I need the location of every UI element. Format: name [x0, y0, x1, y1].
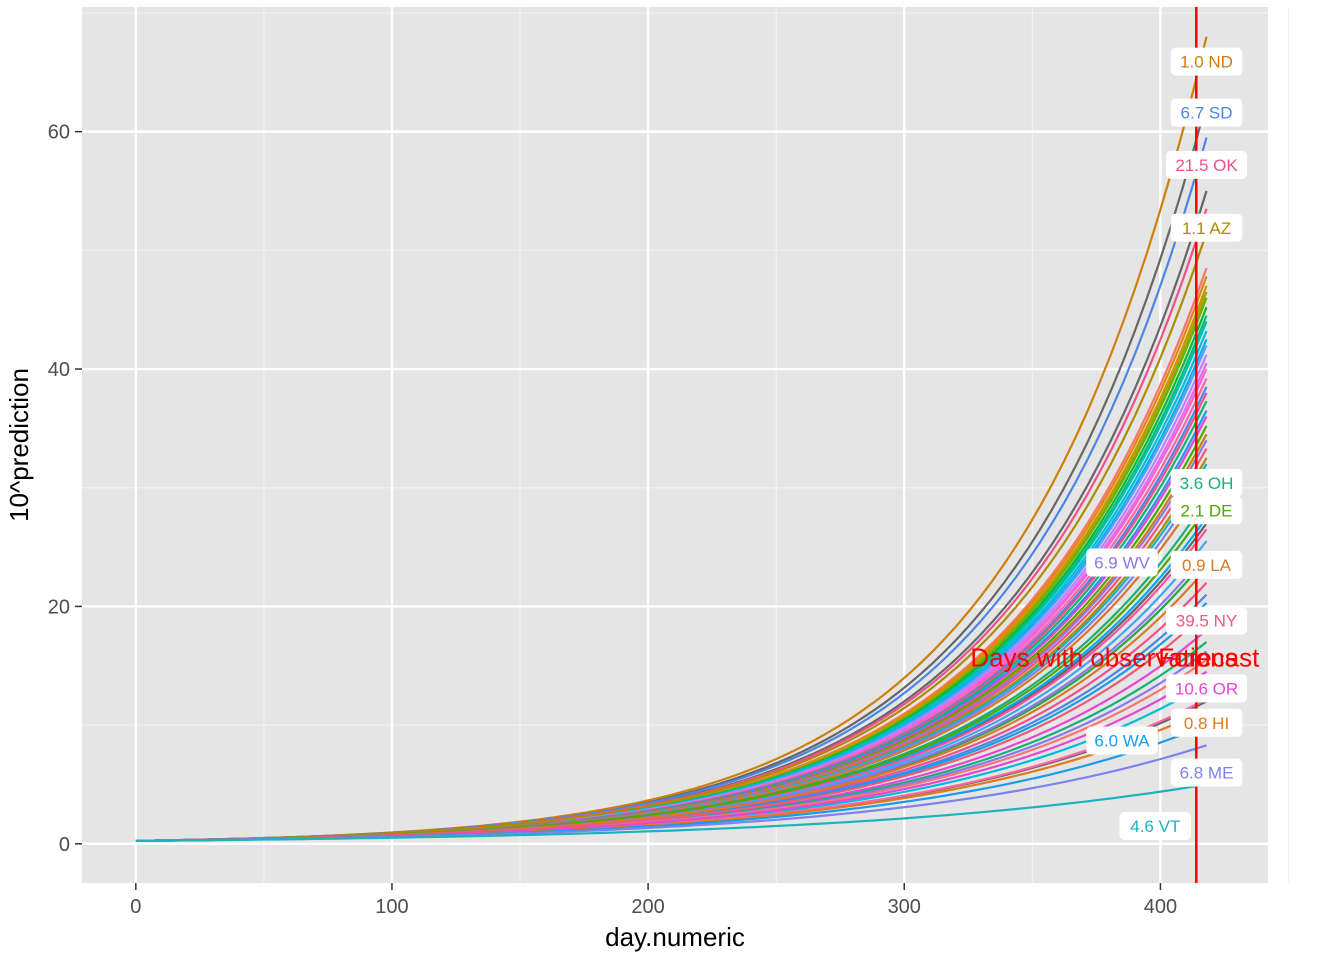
state-label: 1.0 ND: [1170, 47, 1243, 76]
state-label-text: 2.1 DE: [1181, 501, 1233, 520]
annotation-label: Days with observations: [970, 642, 1237, 672]
state-label-box: [1170, 550, 1243, 579]
series-lines: [135, 36, 1208, 842]
state-label-box: [1170, 47, 1243, 76]
state-label: 2.1 DE: [1170, 496, 1243, 525]
state-label-text: 6.8 ME: [1180, 764, 1234, 783]
state-label-box: [1170, 98, 1243, 127]
axes: 0 100 200 300 400 0 20 40 60: [48, 122, 1177, 918]
state-label-box: [1170, 758, 1243, 787]
state-label-box: [1165, 150, 1248, 179]
state-label-box: [1086, 726, 1158, 755]
y-tick-label: 60: [48, 122, 70, 144]
y-tick-label: 40: [48, 359, 70, 381]
state-label: 6.0 WA: [1086, 726, 1158, 755]
state-label-box: [1086, 548, 1158, 577]
state-label: 6.7 SD: [1170, 98, 1243, 127]
state-label: 39.5 NY: [1165, 606, 1248, 635]
state-label: 6.8 ME: [1170, 758, 1243, 787]
state-label-text: 6.0 WA: [1094, 732, 1150, 751]
state-label-box: [1119, 812, 1192, 841]
state-label: 4.6 VT: [1119, 812, 1192, 841]
state-label-text: 0.9 LA: [1182, 556, 1232, 575]
state-label-text: 10.6 OR: [1175, 679, 1238, 698]
x-tick-label: 100: [375, 896, 408, 918]
state-labels: 1.0 ND 6.7 SD 21.5 OK 1.1 AZ 3.6 OH 2.1 DE 6.9…: [1086, 47, 1248, 841]
state-label: 6.9 WV: [1086, 548, 1158, 577]
state-label-text: 1.1 AZ: [1182, 219, 1231, 238]
plot-panel: [82, 7, 1268, 883]
state-label-box: [1170, 496, 1243, 525]
series-line: [135, 783, 1207, 842]
state-label: 1.1 AZ: [1170, 213, 1243, 242]
x-tick-label: 200: [631, 896, 664, 918]
state-label: 10.6 OR: [1165, 674, 1248, 703]
state-label: 21.5 OK: [1165, 150, 1248, 179]
state-label-text: 4.6 VT: [1130, 817, 1180, 836]
y-axis-title: 10^prediction: [4, 368, 34, 522]
state-label-text: 6.9 WV: [1094, 554, 1150, 573]
state-label-box: [1170, 213, 1243, 242]
y-tick-label: 0: [59, 834, 70, 856]
state-label-box: [1165, 674, 1248, 703]
x-axis-title: day.numeric: [605, 922, 745, 952]
state-label-text: 39.5 NY: [1176, 612, 1237, 631]
state-label-box: [1165, 606, 1248, 635]
x-tick-label: 0: [130, 896, 141, 918]
state-label-text: 0.8 HI: [1184, 714, 1229, 733]
state-label: 0.8 HI: [1170, 708, 1243, 737]
state-label: 0.9 LA: [1170, 550, 1243, 579]
state-label-box: [1170, 708, 1243, 737]
y-tick-label: 20: [48, 596, 70, 618]
x-tick-label: 400: [1144, 896, 1177, 918]
state-label-text: 6.7 SD: [1181, 104, 1233, 123]
state-label-text: 3.6 OH: [1180, 474, 1234, 493]
annotation-label: Forecast: [1158, 642, 1260, 672]
state-label-text: 21.5 OK: [1175, 156, 1238, 175]
state-label: 3.6 OH: [1170, 468, 1243, 497]
state-label-text: 1.0 ND: [1180, 53, 1233, 72]
x-tick-label: 300: [888, 896, 921, 918]
state-label-box: [1170, 468, 1243, 497]
